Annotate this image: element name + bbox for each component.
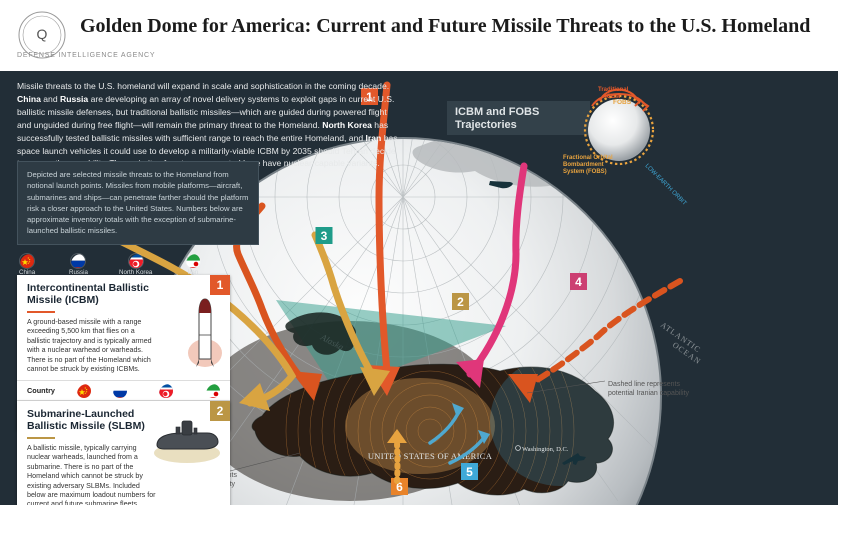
svg-text:ICBM and FOBS: ICBM and FOBS bbox=[455, 106, 539, 118]
svg-text:Bombardment: Bombardment bbox=[563, 162, 604, 168]
svg-text:LOW-EARTH ORBIT: LOW-EARTH ORBIT bbox=[644, 163, 688, 207]
svg-text:3: 3 bbox=[321, 229, 328, 243]
svg-text:5: 5 bbox=[466, 465, 473, 479]
svg-text:Traditional: Traditional bbox=[598, 87, 629, 93]
svg-text:FOBS: FOBS bbox=[613, 99, 632, 106]
svg-text:Trajectories: Trajectories bbox=[455, 119, 517, 131]
svg-text:4: 4 bbox=[575, 275, 582, 289]
svg-text:potential Iranian capability: potential Iranian capability bbox=[608, 390, 689, 397]
svg-text:System (FOBS): System (FOBS) bbox=[563, 169, 607, 175]
svg-text:Fractional Orbital: Fractional Orbital bbox=[563, 155, 613, 161]
svg-text:Dashed line represents: Dashed line represents bbox=[608, 381, 680, 388]
svg-text:2: 2 bbox=[457, 295, 464, 309]
svg-text:Q: Q bbox=[37, 26, 48, 42]
